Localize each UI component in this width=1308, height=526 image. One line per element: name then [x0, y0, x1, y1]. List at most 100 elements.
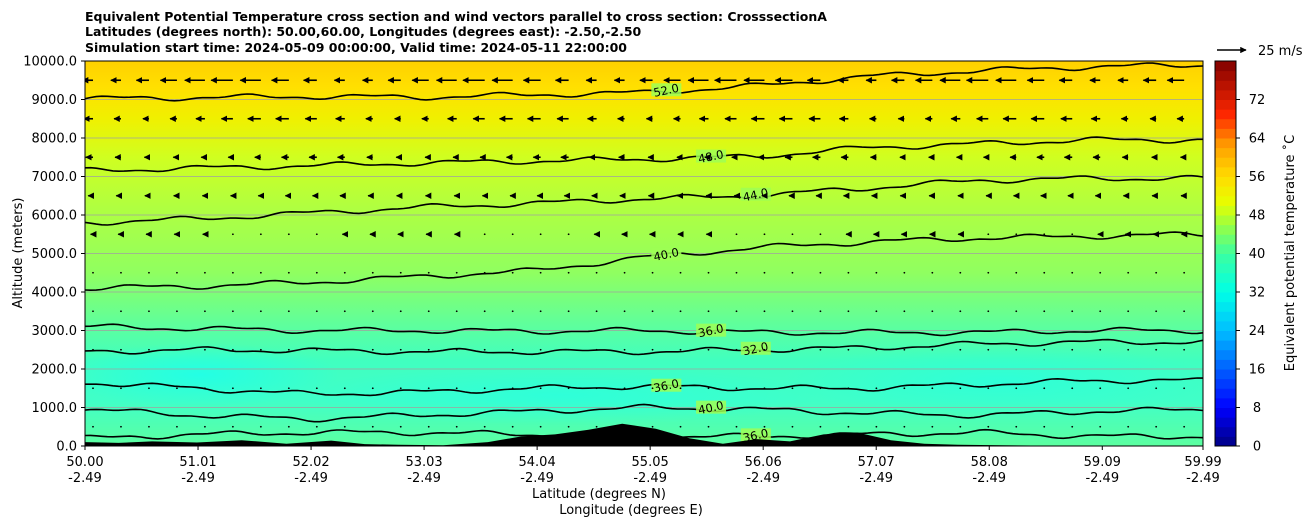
colorbar-segment — [1215, 301, 1236, 312]
x-tick-label-lon: -2.49 — [181, 471, 215, 486]
wind-vector — [371, 310, 374, 313]
wind-vector — [903, 271, 906, 274]
wind-vector — [539, 425, 542, 428]
wind-vector — [847, 387, 850, 390]
wind-vector — [204, 387, 206, 390]
wind-vector — [595, 348, 598, 351]
wind-vector — [819, 425, 822, 428]
y-tick-label: 7000.0 — [32, 170, 78, 185]
colorbar-segment — [1215, 147, 1236, 158]
wind-vector — [399, 387, 402, 390]
colorbar-segment — [1215, 349, 1236, 360]
wind-vector — [847, 310, 850, 313]
colorbar-segment — [1215, 292, 1236, 303]
wind-vector — [595, 425, 598, 428]
y-axis-label: Altitude (meters) — [11, 198, 26, 309]
wind-vector — [427, 425, 430, 428]
wind-vector — [259, 425, 262, 428]
x-tick-label-lon: -2.49 — [1085, 471, 1119, 486]
colorbar-segment — [1215, 186, 1236, 197]
x-axis-label-latitude: Latitude (degrees N) — [532, 487, 666, 502]
wind-vector — [567, 233, 570, 236]
wind-vector — [343, 387, 346, 390]
x-tick-label-lon: -2.49 — [407, 471, 441, 486]
contour-line — [85, 136, 1203, 173]
wind-vector — [455, 348, 458, 351]
wind-vector — [1071, 233, 1074, 236]
wind-vector — [511, 387, 514, 390]
quiver-key: 25 m/s — [1217, 44, 1303, 59]
wind-vector — [763, 271, 766, 274]
wind-vector — [875, 348, 878, 351]
x-tick-label-lon: -2.49 — [746, 471, 780, 486]
wind-vector — [176, 271, 178, 274]
wind-vector — [455, 425, 458, 428]
colorbar-tick-label: 32 — [1249, 286, 1266, 301]
wind-vector — [399, 348, 402, 351]
colorbar-tick-label: 72 — [1249, 93, 1266, 108]
wind-vector — [987, 310, 990, 313]
wind-vector — [427, 310, 430, 313]
chart-titles: Equivalent Potential Temperature cross s… — [85, 9, 827, 55]
colorbar-tick-label: 8 — [1253, 401, 1261, 416]
wind-vector — [259, 233, 262, 236]
contour-label-bg — [696, 149, 727, 163]
wind-vector — [148, 425, 150, 428]
wind-vector — [707, 310, 710, 313]
colorbar-label: Equivalent potential temperature ˚C — [1282, 135, 1298, 371]
x-tick-label-lat: 56.06 — [745, 455, 782, 470]
colorbar-tick-label: 56 — [1249, 170, 1266, 185]
colorbar-tick-label: 40 — [1249, 247, 1266, 262]
wind-vector — [707, 271, 710, 274]
colorbar-segment — [1215, 340, 1236, 351]
x-axis: 50.00-2.4951.01-2.4952.02-2.4953.03-2.49… — [66, 446, 1222, 486]
wind-vector — [819, 271, 822, 274]
x-tick-label-lat: 58.08 — [971, 455, 1008, 470]
wind-vector — [819, 348, 822, 351]
wind-vector — [1127, 348, 1130, 351]
colorbar-tick-label: 16 — [1249, 363, 1266, 378]
colorbar-segment — [1215, 215, 1236, 226]
wind-vector — [1015, 233, 1018, 236]
wind-vector — [763, 348, 766, 351]
wind-vector — [511, 310, 514, 313]
wind-vector — [735, 387, 738, 390]
wind-vector — [176, 387, 178, 390]
wind-vector — [707, 425, 710, 428]
colorbar-segment — [1215, 320, 1236, 331]
colorbar-segment — [1215, 234, 1236, 245]
wind-vector — [511, 425, 514, 428]
contour-label: 44.0 — [742, 185, 770, 204]
colorbar-tick-label: 64 — [1249, 132, 1266, 147]
colorbar-segment — [1215, 109, 1236, 120]
wind-vector — [651, 425, 654, 428]
wind-vector — [176, 425, 178, 428]
wind-vector — [1071, 348, 1074, 351]
wind-vector — [371, 348, 374, 351]
wind-vector — [847, 425, 850, 428]
wind-vector — [287, 310, 290, 313]
wind-vector — [399, 271, 402, 274]
wind-vector — [204, 310, 206, 313]
wind-vector — [959, 271, 962, 274]
wind-vector — [791, 425, 794, 428]
wind-vector — [875, 387, 878, 390]
colorbar-segment — [1215, 243, 1236, 254]
wind-vector — [343, 348, 346, 351]
wind-vector — [511, 233, 514, 236]
wind-vector — [875, 425, 878, 428]
wind-vector — [763, 233, 766, 236]
quiver-key-label: 25 m/s — [1258, 44, 1303, 59]
wind-vector — [287, 348, 290, 351]
wind-vector — [1127, 425, 1130, 428]
wind-vector — [315, 310, 318, 313]
wind-vector — [595, 310, 598, 313]
wind-vector — [287, 425, 290, 428]
wind-vector — [1099, 387, 1102, 390]
wind-vector — [1183, 271, 1186, 274]
x-tick-label-lon: -2.49 — [972, 471, 1006, 486]
wind-vector — [959, 348, 962, 351]
contour-line — [85, 62, 1203, 102]
wind-vector — [1015, 310, 1018, 313]
